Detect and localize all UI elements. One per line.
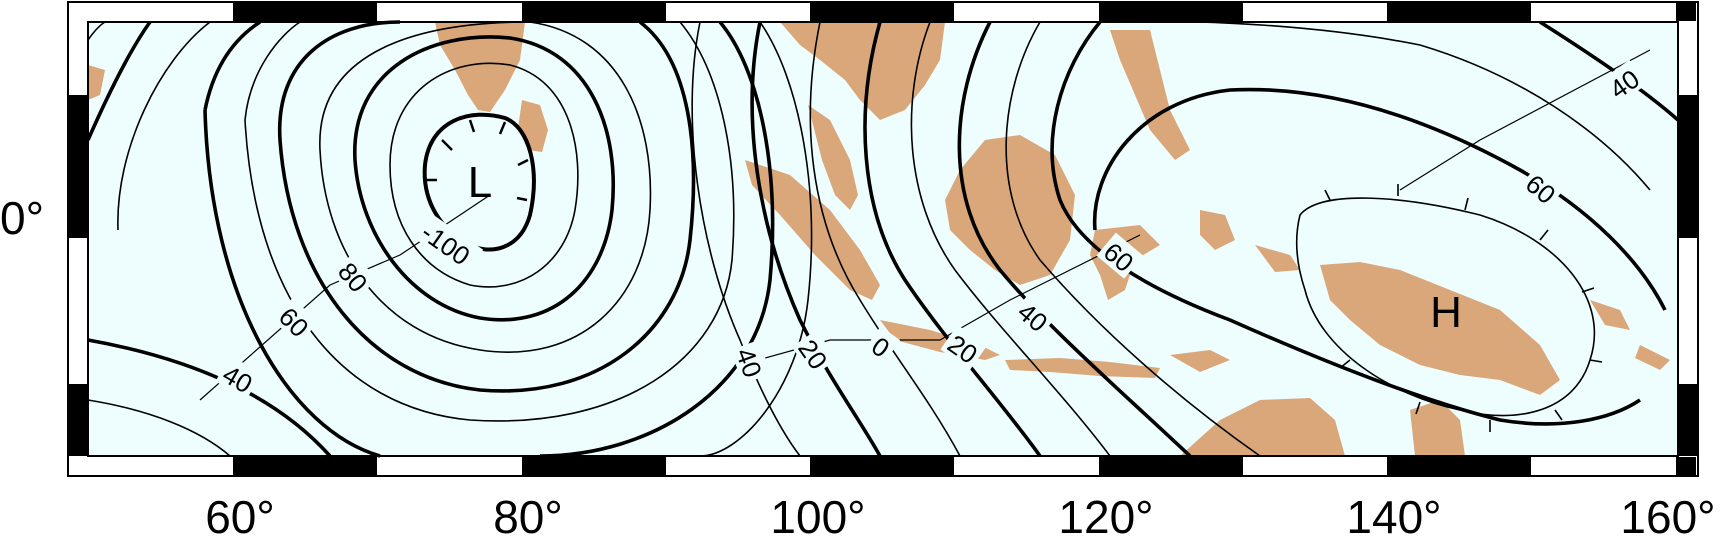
contour-central-1 <box>691 21 801 457</box>
land-bismarck <box>1590 300 1630 330</box>
contour-central-4 <box>863 21 1042 458</box>
land-australia <box>1180 398 1345 456</box>
contour-east-60 <box>1092 87 1667 311</box>
land-moluccas <box>1200 210 1235 250</box>
land-malay <box>808 105 858 210</box>
contour-low-ring-2 <box>353 35 615 322</box>
land-borneo <box>945 135 1075 285</box>
land-moluccas-2 <box>1255 245 1300 272</box>
contour-west-4 <box>87 399 231 457</box>
land-philippines <box>1110 30 1190 160</box>
low-hachures <box>425 119 529 202</box>
latitude-label-0: 0° <box>0 192 44 244</box>
label-line-east <box>1399 49 1651 191</box>
contour-east-1 <box>1050 20 1641 426</box>
map-frame <box>67 1 1699 477</box>
longitude-label-80: 80° <box>493 491 563 543</box>
land-sumatra <box>745 160 880 300</box>
contour-central-5 <box>910 21 1111 457</box>
land-australia-2 <box>1410 400 1465 456</box>
longitude-label-60: 60° <box>205 491 275 543</box>
land-solomons <box>1635 345 1670 370</box>
contour-west-1 <box>86 20 152 141</box>
contour-low-ring-3 <box>319 21 652 353</box>
contour-high-closed <box>1295 197 1596 417</box>
land-timor <box>1170 350 1230 372</box>
land-new-guinea <box>1320 262 1560 395</box>
longitude-label-140: 140° <box>1346 491 1442 543</box>
high-hachures <box>1324 184 1603 432</box>
land-lesser-sunda <box>1005 358 1160 378</box>
longitude-label-120: 120° <box>1058 491 1154 543</box>
land-indochina <box>780 22 945 120</box>
land-arabia <box>88 65 105 100</box>
contour-central-6 <box>957 21 1192 458</box>
contour-low-ring-4 <box>277 20 696 393</box>
contour-central-7 <box>1005 21 1261 457</box>
contour-central-2 <box>750 21 882 457</box>
contour-low-ring-1 <box>389 62 579 288</box>
contour-low-ring-7 <box>117 21 813 457</box>
contour-lines <box>86 20 1680 458</box>
high-pressure-label: H <box>1430 288 1462 337</box>
contour-central-3 <box>809 21 961 457</box>
land-india <box>435 22 525 112</box>
low-pressure-label: L <box>467 158 493 207</box>
longitude-label-160: 160° <box>1620 491 1716 543</box>
longitude-label-100: 100° <box>770 491 866 543</box>
